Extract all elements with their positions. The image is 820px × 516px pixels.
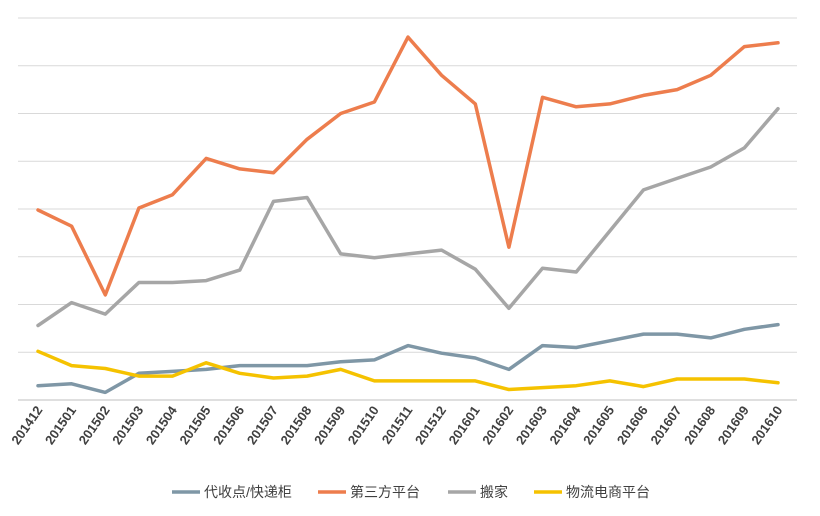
x-tick-label: 201412 xyxy=(8,403,45,447)
x-tick-label: 201606 xyxy=(614,403,651,447)
series-lines xyxy=(36,35,780,395)
x-tick-label: 201607 xyxy=(647,403,684,447)
legend-label: 物流电商平台 xyxy=(566,484,650,500)
x-tick-label: 201502 xyxy=(76,403,113,447)
x-tick-label: 201501 xyxy=(42,403,79,447)
x-tick-label: 201510 xyxy=(345,403,382,447)
x-tick-label: 201509 xyxy=(311,403,348,447)
x-tick-label: 201610 xyxy=(748,403,785,447)
series-line xyxy=(36,322,780,395)
x-tick-label: 201603 xyxy=(513,403,550,447)
x-tick-label: 201506 xyxy=(210,403,247,447)
series-line xyxy=(36,349,780,392)
legend-label: 搬家 xyxy=(480,484,508,500)
x-tick-label: 201601 xyxy=(446,403,483,447)
x-tick-label: 201511 xyxy=(379,403,416,447)
x-tick-label: 201605 xyxy=(580,403,617,447)
series-line xyxy=(36,106,780,328)
x-tick-label: 201505 xyxy=(176,403,213,447)
x-tick-label: 201602 xyxy=(479,403,516,447)
x-tick-label: 201508 xyxy=(277,403,314,447)
legend-label: 代收点/快递柜 xyxy=(204,484,292,500)
x-tick-label: 201608 xyxy=(681,403,718,447)
legend-label: 第三方平台 xyxy=(350,484,420,500)
x-tick-label: 201512 xyxy=(412,403,449,447)
x-tick-label: 201507 xyxy=(244,403,281,447)
x-tick-label: 201503 xyxy=(109,403,146,447)
gridlines xyxy=(18,17,797,353)
x-tick-label: 201609 xyxy=(715,403,752,447)
x-tick-label: 201604 xyxy=(546,402,584,447)
x-tick-labels: 2014122015012015022015032015042015052015… xyxy=(8,402,785,447)
x-tick-label: 201504 xyxy=(143,402,181,447)
series-line xyxy=(36,35,780,297)
legend: 代收点/快递柜 第三方平台 搬家 物流电商平台 xyxy=(172,484,650,500)
